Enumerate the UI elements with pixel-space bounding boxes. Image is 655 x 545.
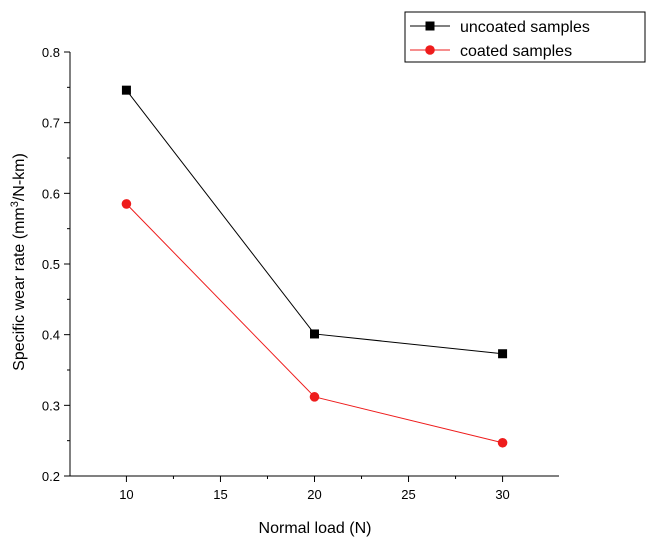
y-axis-title: Specific wear rate (mm3/N-km): [9, 153, 28, 371]
y-axis-title-suffix: /N-km): [11, 153, 28, 201]
legend: uncoated samples coated samples: [404, 11, 646, 63]
axes: [69, 52, 559, 477]
legend-label-uncoated: uncoated samples: [460, 19, 590, 36]
y-tick-label: 0.8: [42, 45, 60, 60]
y-tick-label: 0.2: [42, 469, 60, 484]
y-tick-label: 0.4: [42, 328, 60, 343]
legend-marker-uncoated: [425, 21, 435, 31]
y-axis-title-main: Specific wear rate (mm: [11, 207, 28, 371]
x-tick-label: 10: [119, 487, 133, 502]
ticks: 10 15 20 25 30 0.2 0.3 0.4 0.5 0.6 0.7 0.8: [42, 45, 510, 502]
data-point-coated-samples: [309, 392, 320, 402]
data-point-uncoated-samples: [121, 85, 131, 95]
data-point-coated-samples: [121, 199, 132, 209]
x-tick-label: 20: [307, 487, 321, 502]
x-axis-title: Normal load (N): [259, 520, 372, 537]
legend-label-coated: coated samples: [460, 43, 572, 60]
data-point-coated-samples: [497, 437, 508, 448]
series-line-coated-samples: [126, 203, 503, 444]
x-tick-label: 25: [401, 487, 415, 502]
x-tick-label: 30: [495, 487, 509, 502]
data-point-uncoated-samples: [498, 349, 508, 359]
y-tick-label: 0.3: [42, 398, 60, 413]
y-tick-label: 0.5: [42, 257, 60, 272]
series-line-uncoated-samples: [126, 89, 503, 355]
legend-box: [404, 11, 646, 63]
legend-marker-coated: [425, 45, 435, 55]
y-tick-label: 0.7: [42, 116, 60, 131]
data-point-uncoated-samples: [310, 329, 319, 339]
y-tick-label: 0.6: [42, 186, 60, 201]
y-axis-title-superscript: 3: [9, 201, 21, 207]
series: [121, 85, 508, 448]
x-tick-label: 15: [213, 487, 227, 502]
